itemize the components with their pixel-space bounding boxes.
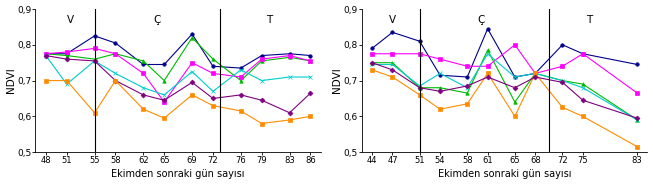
Text: V: V xyxy=(67,15,74,25)
Y-axis label: NDVI: NDVI xyxy=(6,68,16,93)
X-axis label: Ekimden sonraki gün sayısı: Ekimden sonraki gün sayısı xyxy=(438,169,571,179)
Text: T: T xyxy=(266,15,272,25)
Text: T: T xyxy=(586,15,593,25)
Text: Ç: Ç xyxy=(153,15,161,25)
Text: V: V xyxy=(389,15,396,25)
X-axis label: Ekimden sonraki gün sayısı: Ekimden sonraki gün sayısı xyxy=(112,169,245,179)
Y-axis label: NDVI: NDVI xyxy=(332,68,342,93)
Text: Ç: Ç xyxy=(477,15,485,25)
